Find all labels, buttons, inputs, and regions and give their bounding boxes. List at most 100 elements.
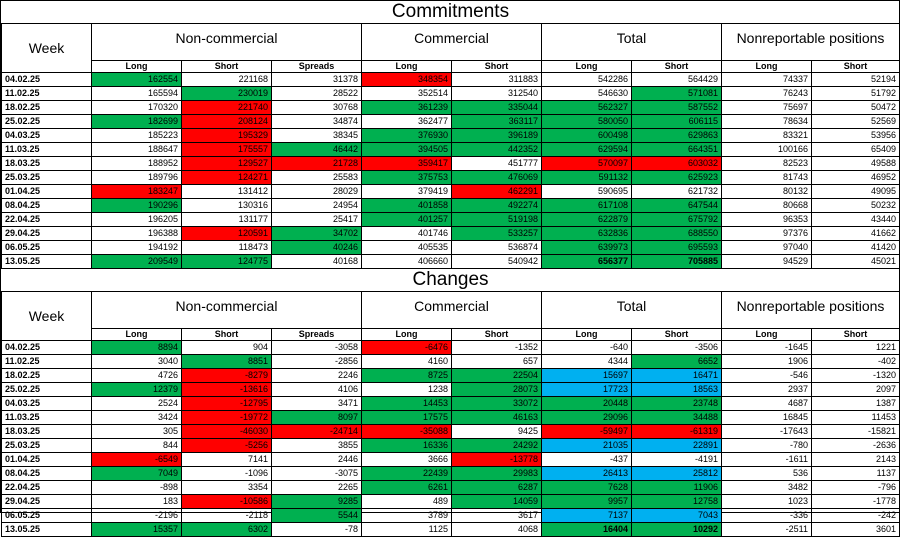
value-cell: 46163	[451, 410, 542, 425]
value-cell: 657	[451, 354, 542, 369]
value-cell: 16404	[541, 522, 632, 537]
value-cell: 25417	[271, 212, 362, 227]
value-cell: 221740	[181, 100, 272, 115]
value-cell: 375753	[361, 170, 452, 185]
value-cell: 632836	[541, 226, 632, 241]
value-cell: -780	[721, 438, 812, 453]
value-cell: 476069	[451, 170, 542, 185]
value-cell: -336	[721, 508, 812, 523]
value-cell: -6476	[361, 340, 452, 355]
value-cell: 8851	[181, 354, 272, 369]
week-cell: 04.02.25	[1, 72, 92, 87]
value-cell: 165594	[91, 86, 182, 101]
table-row: 11.02.25 165594 230019 28522 352514 312540 546…	[1, 86, 900, 101]
value-cell: 2446	[271, 452, 362, 467]
value-cell: 9957	[541, 494, 632, 509]
table-row: 18.02.25 170320 221740 30768 361239 335044 562…	[1, 100, 900, 115]
value-cell: 78634	[721, 114, 812, 129]
value-cell: 28029	[271, 184, 362, 199]
value-cell: 49095	[811, 184, 900, 199]
value-cell: 675792	[631, 212, 722, 227]
value-cell: 100166	[721, 142, 812, 157]
value-cell: 489	[361, 494, 452, 509]
value-cell: 401858	[361, 198, 452, 213]
week-cell: 04.03.25	[1, 396, 92, 411]
value-cell: 195329	[181, 128, 272, 143]
value-cell: 120591	[181, 226, 272, 241]
value-cell: -19772	[181, 410, 272, 425]
value-cell: 14453	[361, 396, 452, 411]
value-cell: 1137	[811, 466, 900, 481]
value-cell: 625923	[631, 170, 722, 185]
value-cell: 26413	[541, 466, 632, 481]
value-cell: 3617	[451, 508, 542, 523]
value-cell: 688550	[631, 226, 722, 241]
value-cell: 570097	[541, 156, 632, 171]
sub-header-long: Long	[91, 328, 182, 341]
week-cell: 04.03.25	[1, 128, 92, 143]
value-cell: 4160	[361, 354, 452, 369]
table-row: 08.04.25 190296 130316 24954 401858 492274 617…	[1, 198, 900, 213]
value-cell: -402	[811, 354, 900, 369]
table-row: 25.02.25 12379 -13616 4106 1238 28073 17723 185…	[1, 382, 900, 397]
value-cell: 3354	[181, 480, 272, 495]
value-cell: 16336	[361, 438, 452, 453]
value-cell: 50472	[811, 100, 900, 115]
table-row: 25.02.25 182699 208124 34874 362477 363117 580…	[1, 114, 900, 129]
table-row: 04.02.25 8894 904 -3058 -6476 -1352 -640 -3506-…	[1, 340, 900, 355]
week-cell: 11.03.25	[1, 142, 92, 157]
value-cell: 6261	[361, 480, 452, 495]
group-header-total: Total	[541, 23, 722, 61]
value-cell: 15697	[541, 368, 632, 383]
value-cell: 401257	[361, 212, 452, 227]
week-cell: 18.02.25	[1, 100, 92, 115]
value-cell: 118473	[181, 240, 272, 255]
value-cell: 30768	[271, 100, 362, 115]
week-cell: 29.04.25	[1, 226, 92, 241]
value-cell: 23748	[631, 396, 722, 411]
value-cell: -46030	[181, 424, 272, 439]
week-header: Week	[1, 291, 92, 341]
value-cell: 16845	[721, 410, 812, 425]
value-cell: -3075	[271, 466, 362, 481]
value-cell: 617108	[541, 198, 632, 213]
value-cell: 3601	[811, 522, 900, 537]
sub-header-long: Long	[361, 328, 452, 341]
value-cell: 406660	[361, 254, 452, 269]
value-cell: 580050	[541, 114, 632, 129]
group-header-commercial: Commercial	[361, 291, 542, 329]
week-cell: 06.05.25	[1, 508, 92, 523]
value-cell: 130316	[181, 198, 272, 213]
value-cell: 536	[721, 466, 812, 481]
value-cell: 311883	[451, 72, 542, 87]
value-cell: -3058	[271, 340, 362, 355]
value-cell: 600498	[541, 128, 632, 143]
value-cell: 18563	[631, 382, 722, 397]
value-cell: -2118	[181, 508, 272, 523]
value-cell: 83321	[721, 128, 812, 143]
sub-header-long: Long	[721, 328, 812, 341]
sub-header-short: Short	[181, 60, 272, 73]
value-cell: 4726	[91, 368, 182, 383]
value-cell: -2511	[721, 522, 812, 537]
changes-subheader-row: Long Short Spreads Long Short Long Short Long Sh…	[2, 328, 900, 341]
value-cell: -1096	[181, 466, 272, 481]
value-cell: 6287	[451, 480, 542, 495]
changes-title-row: Changes	[1, 268, 900, 292]
value-cell: 362477	[361, 114, 452, 129]
sub-header-short: Short	[811, 60, 900, 73]
value-cell: 12379	[91, 382, 182, 397]
value-cell: 2246	[271, 368, 362, 383]
value-cell: 28073	[451, 382, 542, 397]
value-cell: 129527	[181, 156, 272, 171]
value-cell: 4106	[271, 382, 362, 397]
value-cell: 194192	[91, 240, 182, 255]
sub-header-long: Long	[91, 60, 182, 73]
value-cell: 21035	[541, 438, 632, 453]
value-cell: 4344	[541, 354, 632, 369]
value-cell: 46442	[271, 142, 362, 157]
value-cell: 4068	[451, 522, 542, 537]
value-cell: 639973	[541, 240, 632, 255]
value-cell: 45021	[811, 254, 900, 269]
table-row: 11.02.25 3040 8851 -2856 4160 657 4344 6652 1906…	[1, 354, 900, 369]
